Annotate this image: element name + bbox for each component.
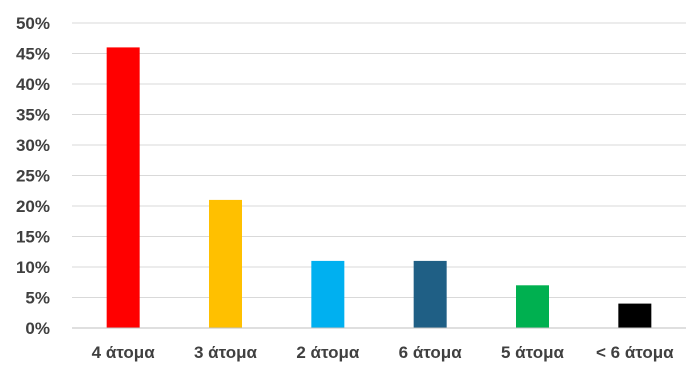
y-tick-label: 50% — [16, 14, 50, 33]
x-tick-label: 6 άτομα — [399, 343, 463, 362]
y-tick-label: 20% — [16, 197, 50, 216]
y-tick-label: 40% — [16, 75, 50, 94]
x-tick-label: 2 άτομα — [296, 343, 360, 362]
x-tick-label: 3 άτομα — [194, 343, 258, 362]
x-tick-label: 5 άτομα — [501, 343, 565, 362]
y-tick-label: 10% — [16, 258, 50, 277]
bar — [311, 260, 345, 328]
bars — [106, 47, 652, 329]
gridlines — [72, 22, 686, 298]
bar — [209, 199, 242, 328]
y-tick-label: 0% — [25, 319, 50, 338]
bar — [106, 47, 140, 329]
y-axis: 0% 5% 10% 15% 20% 25% 30% 35% 40% 45% 50% — [16, 14, 50, 338]
x-axis: 4 άτομα 3 άτομα 2 άτομα 6 άτομα 5 άτομα < 6 ά… — [72, 327, 686, 362]
bar — [618, 303, 652, 328]
y-tick-label: 25% — [16, 167, 50, 186]
x-tick-label: < 6 άτομα — [596, 343, 674, 362]
y-tick-label: 5% — [25, 289, 50, 308]
bar — [516, 285, 549, 328]
y-tick-label: 30% — [16, 136, 50, 155]
y-tick-label: 15% — [16, 228, 50, 247]
y-tick-label: 45% — [16, 45, 50, 64]
bar — [413, 260, 447, 328]
y-tick-label: 35% — [16, 106, 50, 125]
x-tick-label: 4 άτομα — [92, 343, 156, 362]
